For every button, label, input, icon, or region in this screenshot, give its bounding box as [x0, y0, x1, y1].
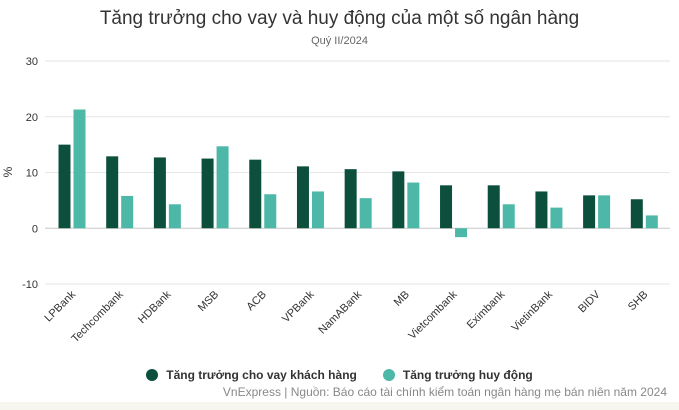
legend-label-loans: Tăng trưởng cho vay khách hàng — [166, 368, 357, 382]
x-tick-label: Techcombank — [69, 288, 126, 345]
legend: Tăng trưởng cho vay khách hàng Tăng trưở… — [0, 368, 679, 382]
y-tick-label: 10 — [26, 168, 38, 180]
chart-subtitle: Quý II/2024 — [311, 35, 368, 47]
bar-loans-acb[interactable] — [249, 159, 262, 229]
bar-loans-vpbank[interactable] — [296, 166, 309, 229]
bar-deposits-namabank[interactable] — [359, 198, 372, 229]
bar-deposits-bidv[interactable] — [598, 195, 611, 229]
x-tick-label: HDBank — [136, 288, 174, 326]
gridlines — [45, 60, 670, 285]
x-tick-label: LPBank — [42, 288, 78, 324]
bar-loans-hdbank[interactable] — [153, 157, 166, 229]
x-tick-label: MSB — [196, 289, 221, 314]
bar-loans-techcombank[interactable] — [106, 156, 119, 229]
legend-label-deposits: Tăng trưởng huy động — [402, 368, 533, 382]
x-tick-label: MB — [392, 289, 412, 309]
x-tick-label: NamABank — [316, 288, 364, 336]
y-tick-label: -10 — [22, 279, 38, 291]
bar-deposits-techcombank[interactable] — [121, 195, 134, 229]
bar-loans-vietcombank[interactable] — [440, 185, 453, 229]
bar-deposits-eximbank[interactable] — [502, 204, 515, 229]
x-tick-label: SHB — [626, 289, 650, 313]
bar-loans-vietinbank[interactable] — [535, 191, 548, 229]
bars — [58, 109, 658, 238]
bar-deposits-mb[interactable] — [407, 182, 420, 229]
y-axis-label: % — [1, 166, 15, 177]
bar-deposits-hdbank[interactable] — [168, 204, 181, 229]
legend-swatch-loans — [146, 369, 159, 381]
bar-loans-bidv[interactable] — [583, 195, 596, 229]
x-tick-label: BIDV — [576, 288, 603, 315]
legend-swatch-deposits — [382, 369, 395, 381]
bar-loans-mb[interactable] — [392, 171, 405, 229]
bar-deposits-lpbank[interactable] — [73, 109, 86, 229]
chart-title: Tăng trưởng cho vay và huy động của một … — [99, 8, 580, 29]
legend-item-deposits[interactable]: Tăng trưởng huy động — [382, 368, 533, 382]
bar-deposits-vpbank[interactable] — [311, 191, 324, 229]
bar-loans-lpbank[interactable] — [58, 144, 71, 229]
y-tick-label: 0 — [32, 223, 38, 235]
bar-loans-namabank[interactable] — [344, 169, 357, 229]
x-tick-label: VietinBank — [510, 288, 556, 334]
y-tick-label: 30 — [26, 56, 38, 68]
legend-item-loans[interactable]: Tăng trưởng cho vay khách hàng — [146, 368, 357, 382]
bar-deposits-msb[interactable] — [216, 146, 229, 229]
x-tick-label: Eximbank — [465, 288, 508, 331]
x-tick-label: VPBank — [280, 288, 317, 325]
bar-loans-eximbank[interactable] — [487, 185, 500, 229]
bar-deposits-acb[interactable] — [264, 194, 277, 229]
bar-loans-msb[interactable] — [201, 158, 214, 229]
bar-deposits-shb[interactable] — [645, 215, 658, 229]
x-tick-label: ACB — [244, 289, 268, 313]
x-tick-label: Vietcombank — [406, 288, 460, 342]
source-note: VnExpress | Nguồn: Báo cáo tài chính kiể… — [222, 385, 667, 399]
footer-band — [0, 402, 679, 410]
y-axis-ticks: 30 20 10 0 -10 — [22, 56, 38, 291]
bar-loans-shb[interactable] — [630, 199, 643, 229]
y-tick-label: 20 — [26, 112, 38, 124]
bar-deposits-vietinbank[interactable] — [550, 207, 563, 229]
bar-deposits-vietcombank[interactable] — [455, 228, 468, 238]
